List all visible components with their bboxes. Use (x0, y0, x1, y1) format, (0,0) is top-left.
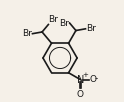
Text: Br: Br (48, 14, 58, 24)
Text: +: + (82, 72, 88, 78)
Text: Br: Br (22, 29, 32, 38)
Text: O: O (90, 75, 97, 84)
Text: Br: Br (86, 24, 96, 33)
Text: N: N (77, 75, 84, 85)
Text: O: O (77, 90, 84, 99)
Text: Br: Br (59, 19, 69, 28)
Text: -: - (95, 74, 98, 83)
